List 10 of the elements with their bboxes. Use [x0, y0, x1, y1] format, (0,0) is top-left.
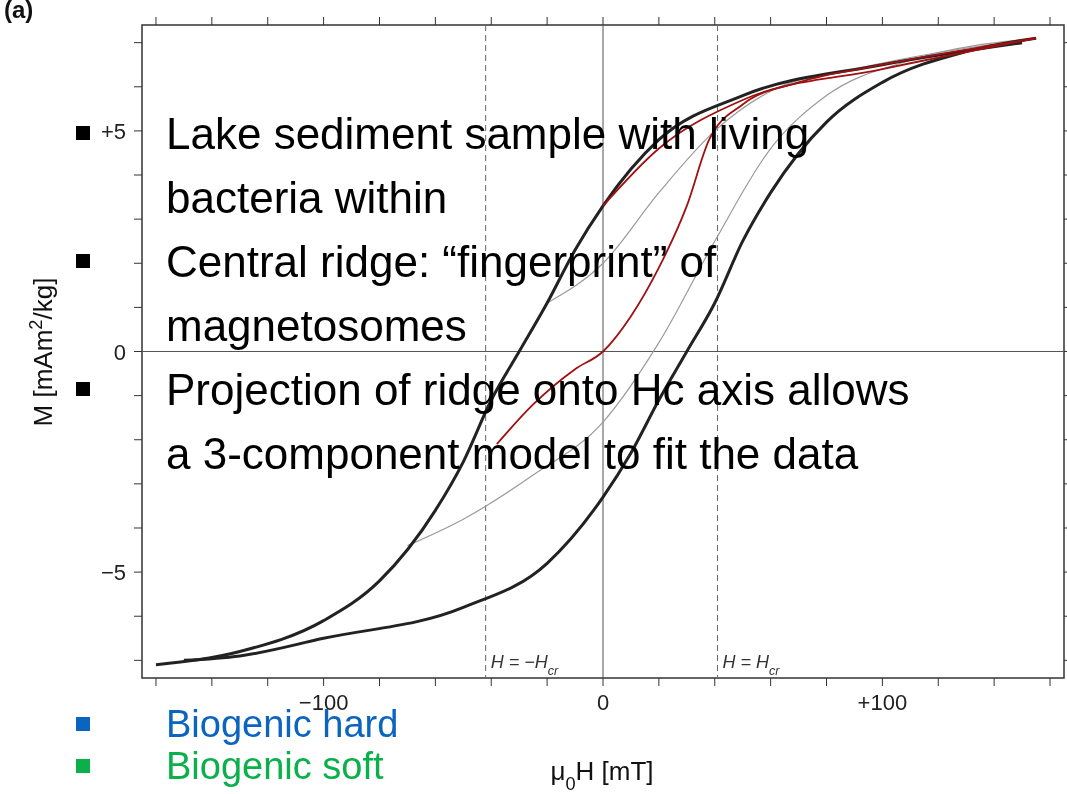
x-axis-title: μ$_{0}$H [mT]: [550, 756, 654, 794]
x-tick-label: 0: [596, 690, 610, 715]
y-tick-label: 0: [113, 339, 126, 365]
y-tick-label: −5: [100, 560, 126, 586]
ref-line-label: H = H$_{cr}$: [722, 652, 781, 678]
x-tick-label: +100: [857, 690, 908, 715]
y-tick-label: +5: [100, 118, 126, 144]
ref-line-label: H = −H$_{cr}$: [490, 652, 559, 678]
text: (a): [4, 0, 34, 23]
text: Biogenic soft: [166, 745, 385, 787]
